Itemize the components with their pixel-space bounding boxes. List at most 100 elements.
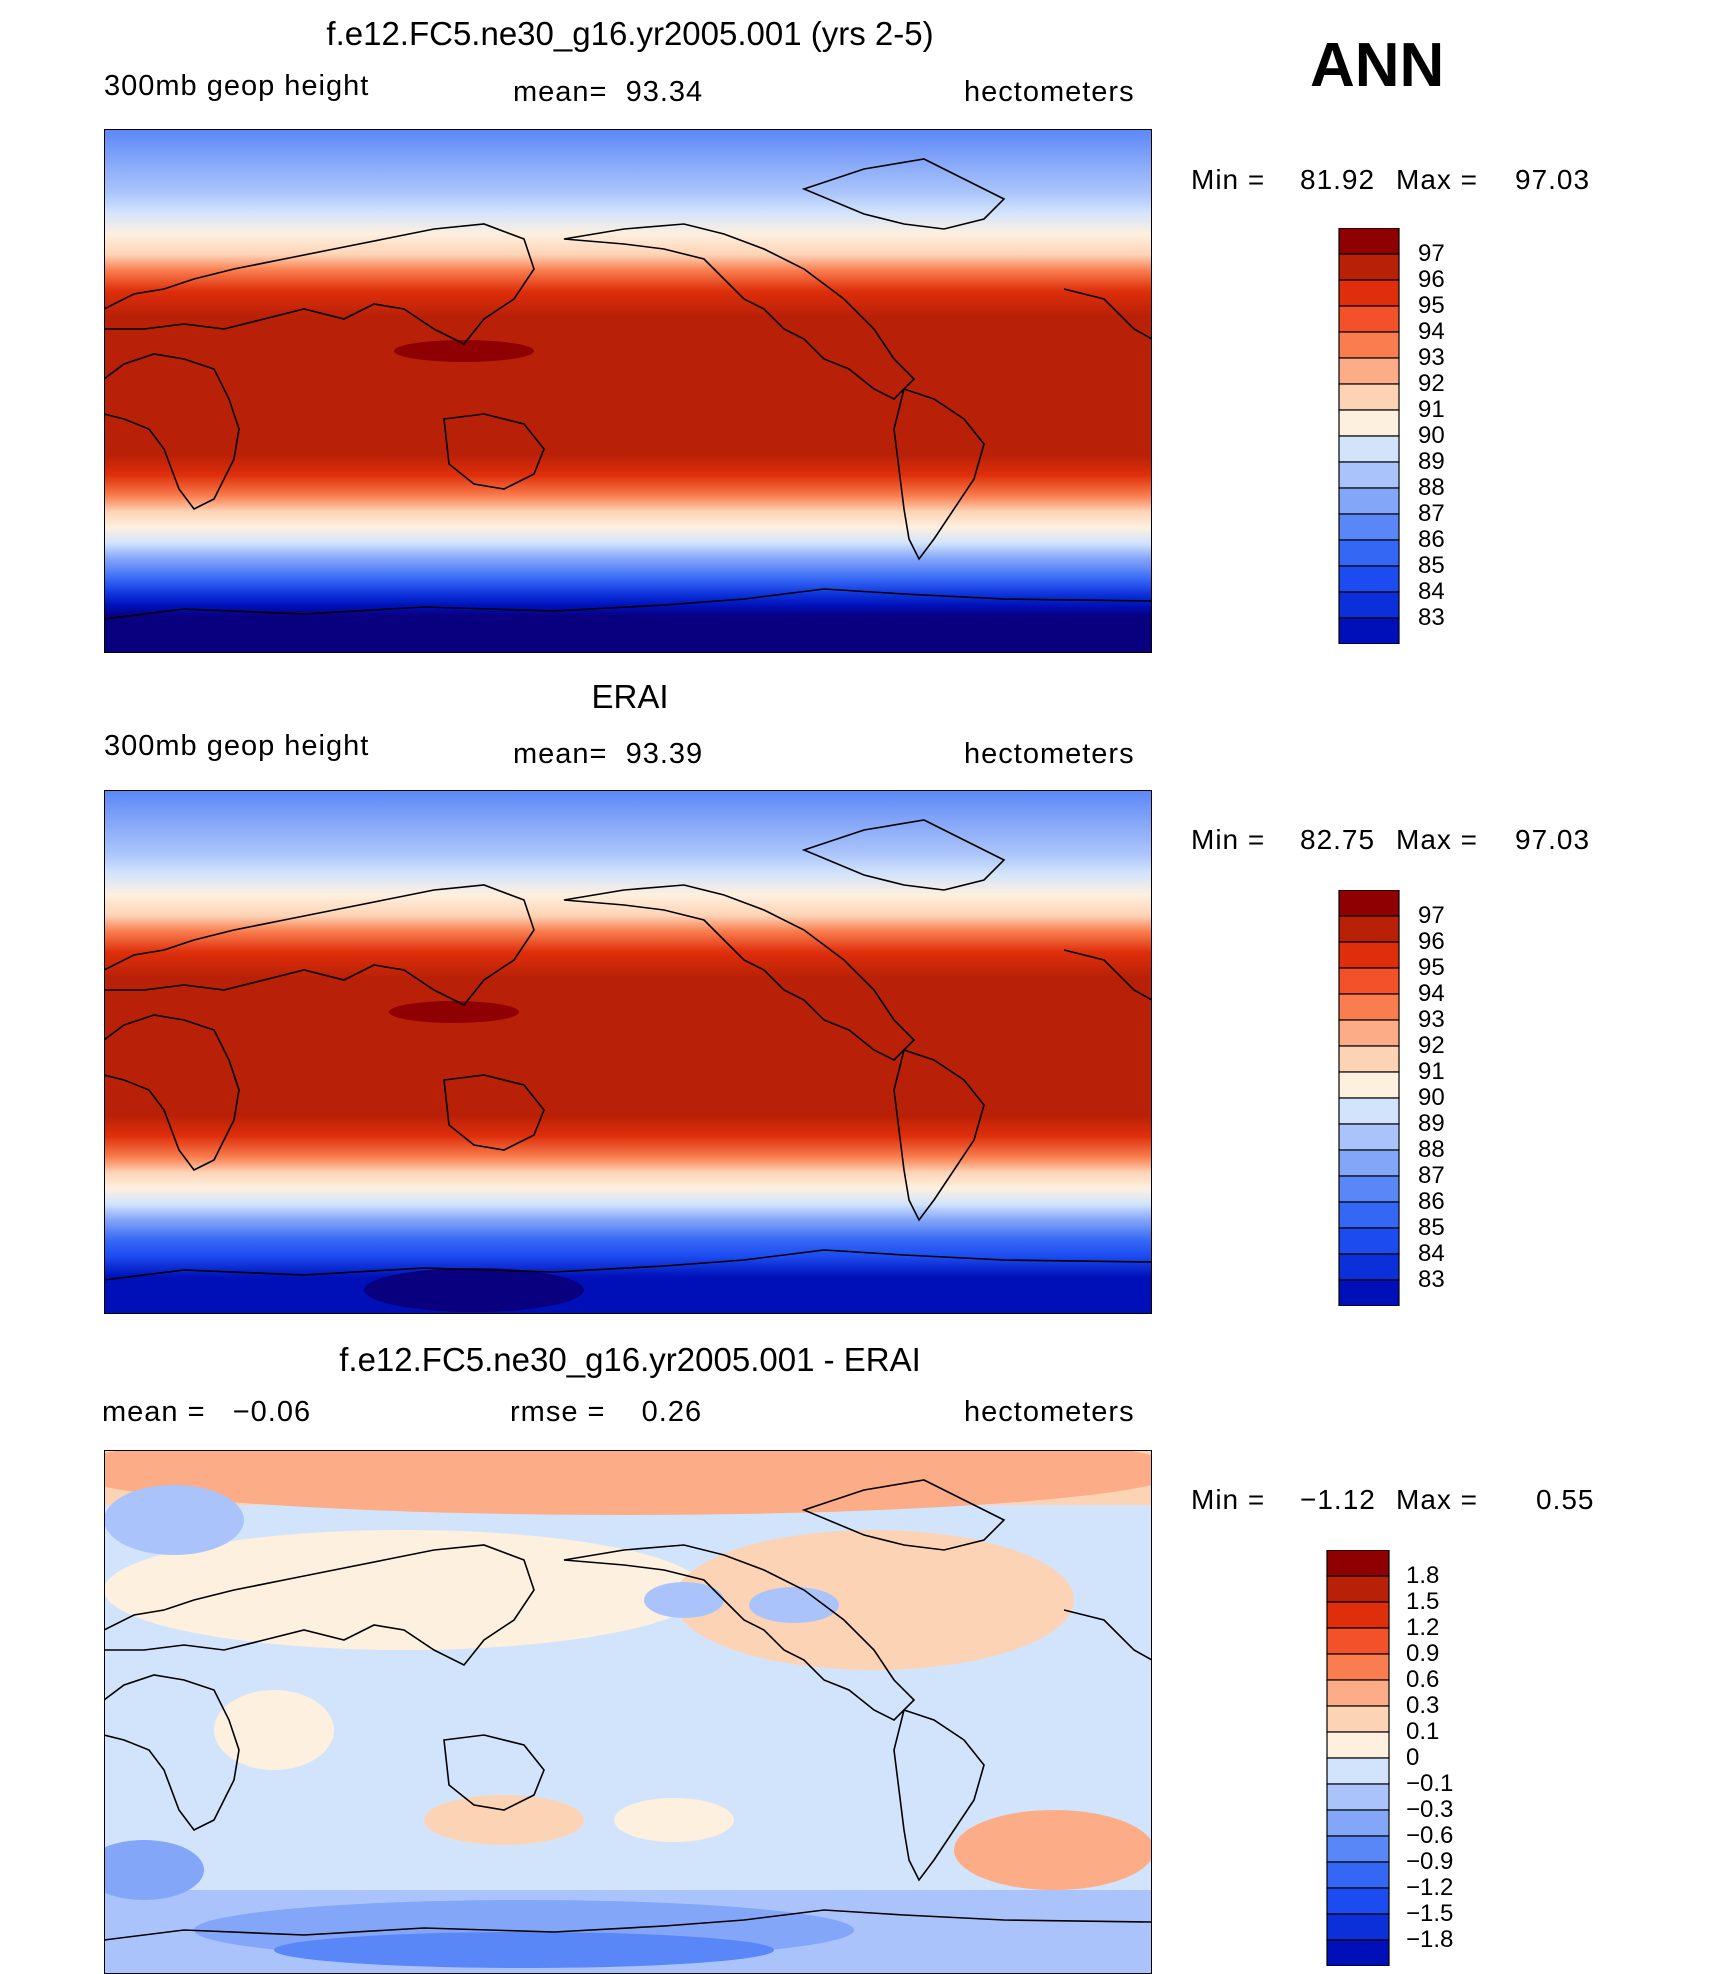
colorbar-label: 86	[1418, 1188, 1445, 1215]
colorbar-label: 88	[1418, 1136, 1445, 1163]
colorbar-label: 0.1	[1406, 1718, 1440, 1745]
colorbar-box	[1338, 1279, 1400, 1306]
panel-3-title: f.e12.FC5.ne30_g16.yr2005.001 - ERAI	[339, 1341, 921, 1378]
colorbar-label: 92	[1418, 370, 1445, 397]
panel-3-max-value: 0.55	[1536, 1484, 1595, 1515]
panel-3-mean-label: mean = −0.06	[102, 1396, 312, 1428]
colorbar-label: 0.9	[1406, 1640, 1440, 1667]
panel-3-coastlines	[104, 1479, 1152, 1941]
panel-3-map	[104, 1450, 1152, 1974]
colorbar-label: −0.3	[1406, 1796, 1454, 1823]
colorbar-box	[1338, 1019, 1400, 1047]
panel-1-min-label: Min =	[1191, 164, 1266, 195]
colorbar-box	[1338, 1123, 1400, 1151]
colorbar-box	[1338, 331, 1400, 359]
colorbar-label: 1.2	[1406, 1614, 1440, 1641]
panel-2-units-label: hectometers	[964, 738, 1135, 770]
panel-1-frame	[104, 129, 1152, 653]
colorbar-label: −0.6	[1406, 1822, 1454, 1849]
colorbar-label: 96	[1418, 266, 1445, 293]
colorbar-label: 83	[1418, 1266, 1445, 1293]
colorbar-label: 0.6	[1406, 1666, 1440, 1693]
colorbar-label: −1.5	[1406, 1900, 1454, 1927]
colorbar-label: 97	[1418, 240, 1445, 267]
panel-1-colorbar	[1338, 228, 1400, 644]
colorbar-box	[1338, 565, 1400, 593]
warm-pool-max	[389, 1001, 519, 1023]
colorbar-box	[1326, 1835, 1390, 1863]
panel-1-left-label: 300mb geop height	[104, 70, 370, 102]
colorbar-box	[1338, 383, 1400, 411]
colorbar-box	[1326, 1679, 1390, 1707]
colorbar-label: 89	[1418, 1110, 1445, 1137]
colorbar-box	[1338, 617, 1400, 644]
panel-3-colorbar	[1326, 1550, 1390, 1966]
colorbar-box	[1326, 1601, 1390, 1629]
panel-2-colorbar	[1338, 890, 1400, 1306]
colorbar-label: 93	[1418, 344, 1445, 371]
colorbar-box	[1326, 1809, 1390, 1837]
colorbar-box	[1326, 1783, 1390, 1811]
colorbar-label: −1.8	[1406, 1926, 1454, 1953]
panel-1-max-label: Max =	[1396, 164, 1479, 195]
colorbar-label: 93	[1418, 1006, 1445, 1033]
panel-3-min-label: Min =	[1191, 1484, 1266, 1515]
panel-1-min-value: 81.92	[1300, 164, 1376, 195]
colorbar-box	[1338, 915, 1400, 943]
colorbar-box	[1338, 591, 1400, 619]
colorbar-label: 0.3	[1406, 1692, 1440, 1719]
colorbar-label: 89	[1418, 448, 1445, 475]
colorbar-box	[1338, 513, 1400, 541]
colorbar-box	[1338, 1227, 1400, 1255]
panel-3-frame	[104, 1450, 1152, 1974]
panel-2-max-label: Max =	[1396, 824, 1479, 855]
panel-2-min-value: 82.75	[1300, 824, 1376, 855]
colorbar-box	[1338, 941, 1400, 969]
colorbar-box	[1326, 1550, 1390, 1577]
colorbar-label: 85	[1418, 552, 1445, 579]
colorbar-box	[1338, 1201, 1400, 1229]
colorbar-box	[1326, 1731, 1390, 1759]
colorbar-box	[1338, 253, 1400, 281]
panel-1-units-label: hectometers	[964, 76, 1135, 108]
season-label: ANN	[1310, 31, 1445, 100]
colorbar-box	[1326, 1705, 1390, 1733]
colorbar-label: −1.2	[1406, 1874, 1454, 1901]
panel-1-coastlines	[104, 158, 1152, 620]
colorbar-label: −0.1	[1406, 1770, 1454, 1797]
colorbar-box	[1338, 409, 1400, 437]
colorbar-box	[1338, 305, 1400, 333]
colorbar-label: 91	[1418, 396, 1445, 423]
polar-low-min	[364, 1268, 584, 1312]
panel-1-mean-label: mean= 93.34	[513, 76, 704, 108]
panel-1-title: f.e12.FC5.ne30_g16.yr2005.001 (yrs 2-5)	[326, 15, 934, 52]
colorbar-label: 0	[1406, 1744, 1420, 1771]
colorbar-box	[1326, 1627, 1390, 1655]
colorbar-box	[1338, 1071, 1400, 1099]
colorbar-label: 92	[1418, 1032, 1445, 1059]
colorbar-box	[1338, 1175, 1400, 1203]
colorbar-box	[1338, 967, 1400, 995]
colorbar-label: 90	[1418, 422, 1445, 449]
colorbar-box	[1326, 1575, 1390, 1603]
panel-2-title: ERAI	[591, 678, 669, 715]
colorbar-label: 1.5	[1406, 1588, 1440, 1615]
colorbar-label: 84	[1418, 578, 1445, 605]
colorbar-box	[1326, 1887, 1390, 1915]
colorbar-box	[1326, 1861, 1390, 1889]
colorbar-label: 88	[1418, 474, 1445, 501]
colorbar-label: 94	[1418, 318, 1445, 345]
colorbar-box	[1326, 1939, 1390, 1966]
colorbar-box	[1338, 890, 1400, 917]
colorbar-label: 91	[1418, 1058, 1445, 1085]
panel-3-rmse-label: rmse = 0.26	[510, 1396, 703, 1428]
panel-3-units-label: hectometers	[964, 1396, 1135, 1428]
colorbar-box	[1338, 435, 1400, 463]
colorbar-box	[1326, 1757, 1390, 1785]
colorbar-box	[1338, 357, 1400, 385]
warm-pool-max	[394, 340, 534, 362]
colorbar-box	[1338, 1253, 1400, 1281]
colorbar-box	[1338, 1097, 1400, 1125]
colorbar-box	[1338, 1045, 1400, 1073]
colorbar-label: 90	[1418, 1084, 1445, 1111]
